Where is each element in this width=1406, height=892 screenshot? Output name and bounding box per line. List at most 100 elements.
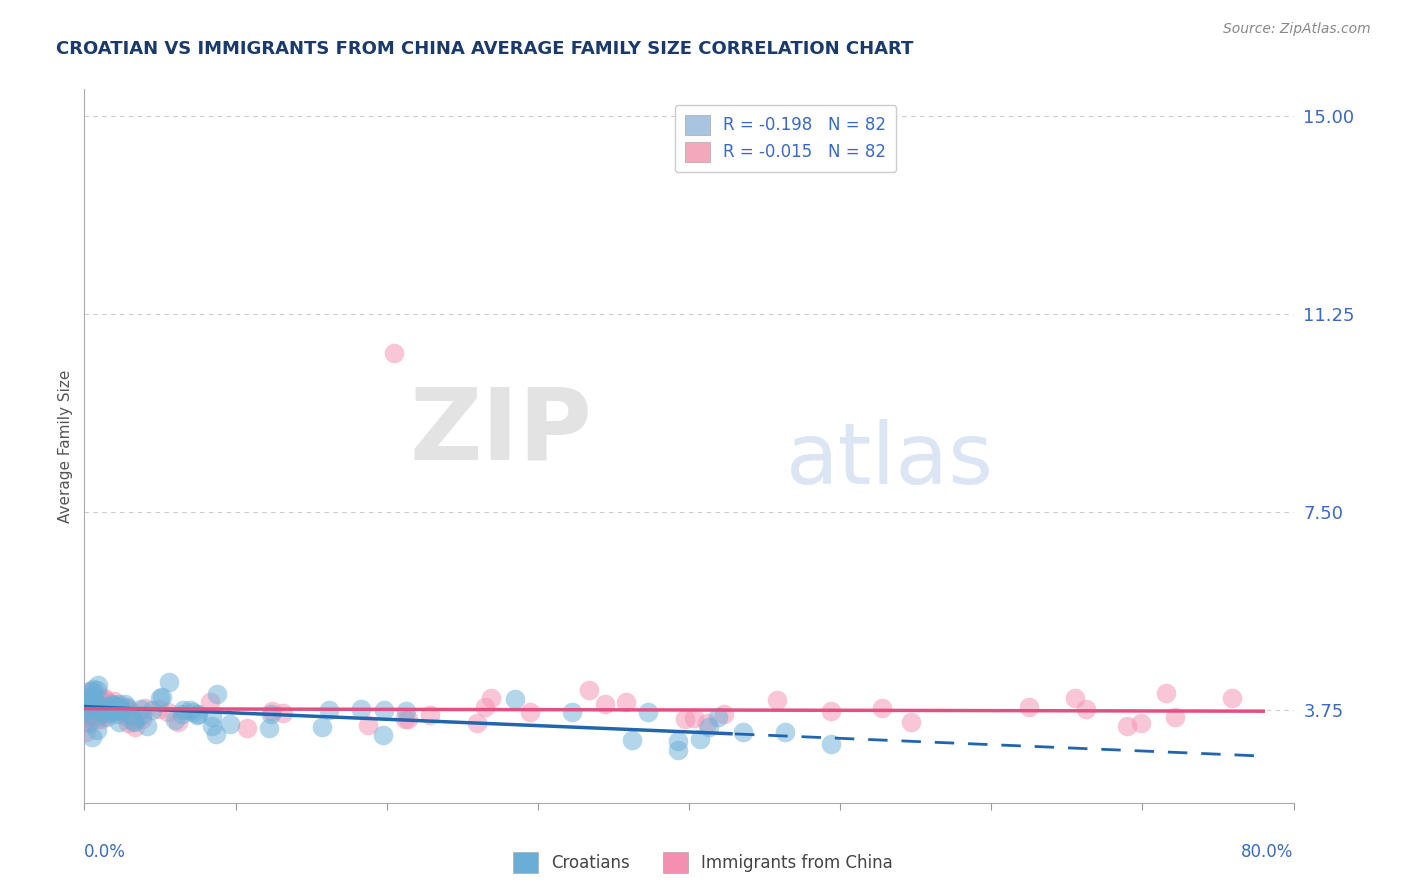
Point: [87, 697, 110, 711]
Point: [637, 705, 659, 719]
Point: [83, 690, 105, 705]
Point: [76, 711, 98, 725]
Point: [84, 702, 107, 716]
Point: [77, 708, 100, 723]
Point: [503, 692, 526, 706]
Point: [120, 709, 142, 723]
Point: [181, 705, 204, 719]
Point: [91, 700, 114, 714]
Point: [395, 704, 418, 718]
Point: [84, 695, 107, 709]
Point: [79, 683, 101, 698]
Point: [683, 711, 706, 725]
Point: [103, 698, 125, 712]
Point: [156, 705, 179, 719]
Point: [77, 710, 100, 724]
Point: [108, 700, 131, 714]
Point: [107, 700, 129, 714]
Point: [107, 702, 129, 716]
Point: [1018, 700, 1040, 714]
Point: [1115, 719, 1137, 733]
Point: [166, 714, 188, 729]
Point: [350, 702, 373, 716]
Point: [80, 700, 103, 714]
Point: [131, 712, 153, 726]
Point: [82, 685, 104, 699]
Point: [80, 698, 103, 713]
Point: [93, 699, 115, 714]
Point: [311, 720, 333, 734]
Point: [76, 714, 98, 729]
Point: [91, 706, 114, 720]
Point: [394, 712, 416, 726]
Point: [87, 699, 110, 714]
Point: [98, 702, 121, 716]
Point: [150, 690, 173, 704]
Point: [271, 706, 294, 721]
Text: 0.0%: 0.0%: [84, 843, 127, 861]
Point: [201, 719, 224, 733]
Point: [76, 700, 98, 714]
Point: [149, 691, 172, 706]
Point: [125, 712, 148, 726]
Point: [614, 695, 637, 709]
Point: [79, 704, 101, 718]
Point: [79, 703, 101, 717]
Point: [79, 696, 101, 710]
Point: [84, 706, 107, 720]
Point: [820, 705, 842, 719]
Point: [141, 703, 163, 717]
Point: [870, 701, 893, 715]
Point: [114, 709, 136, 723]
Point: [86, 708, 108, 723]
Point: [75, 696, 97, 710]
Point: [1074, 702, 1097, 716]
Point: [172, 707, 194, 722]
Point: [179, 703, 201, 717]
Point: [620, 733, 643, 747]
Point: [1063, 690, 1085, 705]
Point: [80, 689, 103, 703]
Point: [86, 703, 108, 717]
Point: [666, 733, 689, 747]
Point: [115, 699, 138, 714]
Point: [135, 719, 157, 733]
Point: [707, 710, 730, 724]
Point: [90, 706, 112, 721]
Point: [75, 712, 97, 726]
Point: [96, 703, 118, 717]
Text: ZIP: ZIP: [409, 384, 592, 480]
Point: [697, 720, 720, 734]
Point: [80, 690, 103, 705]
Point: [107, 707, 129, 722]
Point: [90, 712, 112, 726]
Point: [100, 697, 122, 711]
Point: [1154, 686, 1177, 700]
Text: CROATIAN VS IMMIGRANTS FROM CHINA AVERAGE FAMILY SIZE CORRELATION CHART: CROATIAN VS IMMIGRANTS FROM CHINA AVERAG…: [56, 40, 914, 58]
Point: [373, 703, 395, 717]
Point: [80, 684, 103, 698]
Point: [91, 708, 114, 723]
Point: [98, 706, 121, 720]
Point: [198, 695, 221, 709]
Point: [120, 705, 142, 719]
Point: [114, 697, 136, 711]
Point: [120, 712, 142, 726]
Point: [87, 678, 110, 692]
Point: [205, 727, 228, 741]
Point: [108, 714, 131, 729]
Point: [100, 697, 122, 711]
Point: [479, 691, 502, 706]
Point: [129, 702, 152, 716]
Point: [87, 690, 110, 705]
Point: [100, 697, 122, 711]
Point: [1163, 710, 1185, 724]
Point: [148, 702, 170, 716]
Point: [91, 695, 114, 709]
Point: [107, 703, 129, 717]
Point: [165, 713, 187, 727]
Point: [90, 693, 112, 707]
Point: [371, 728, 394, 742]
Point: [465, 716, 488, 731]
Point: [93, 691, 115, 706]
